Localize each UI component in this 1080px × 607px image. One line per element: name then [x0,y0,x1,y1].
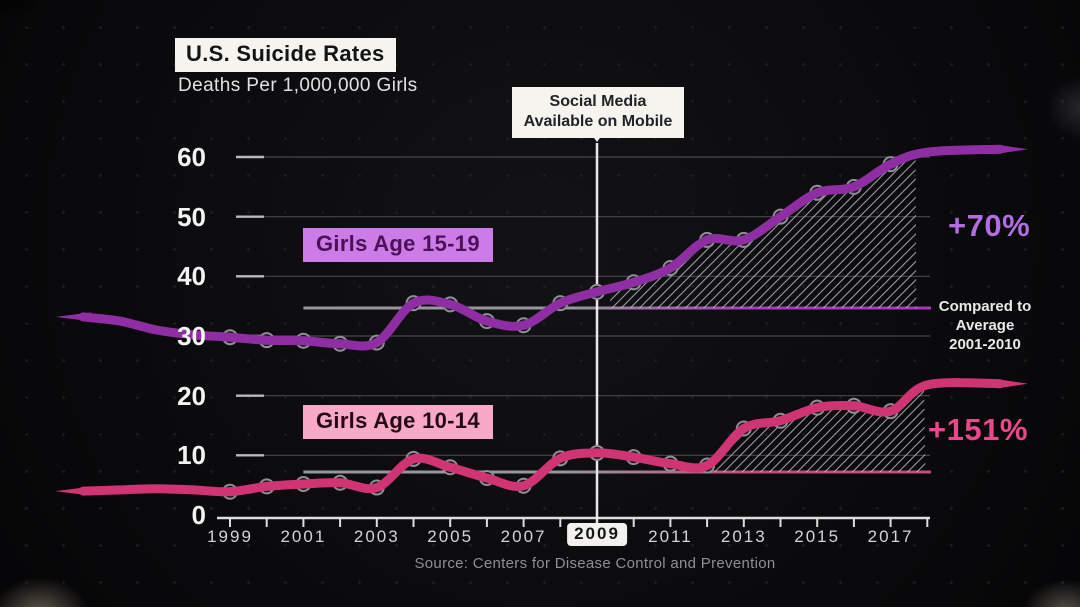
x-axis-label-2015: 2015 [794,527,841,546]
y-axis-label-10: 10 [177,440,206,471]
x-axis-label-2013: 2013 [720,527,767,546]
line-left-taper [55,486,92,496]
pct-change-10-14: +151% [928,412,1028,447]
y-axis-label-60: 60 [177,141,206,172]
line-left-taper [55,312,92,322]
annotation-line-2: Available on Mobile [523,113,673,130]
annotation-line-1: Social Media [549,93,647,110]
x-axis-label-2007: 2007 [500,527,547,546]
line-right-arrow-tip [998,379,1028,389]
x-axis-label-2009-highlighted: 2009 [567,523,627,546]
x-axis-label-2011: 2011 [648,527,693,546]
source-credit: Source: Centers for Disease Control and … [414,555,776,572]
comparison-note: Compared to Average 2001-2010 [918,297,1052,355]
x-axis-label-2017: 2017 [867,527,914,546]
pct-change-15-19: +70% [948,208,1031,243]
y-axis-label-40: 40 [177,261,206,292]
y-axis-label-20: 20 [177,380,206,411]
y-axis-label-0: 0 [191,500,206,530]
comparison-note-line-3: 2001-2010 [949,336,1021,354]
x-axis-label-2005: 2005 [427,527,474,546]
x-axis-label-2001: 2001 [280,527,327,546]
comparison-note-line-1: Compared to [938,298,1032,315]
series-label-girls-10-14: Girls Age 10-14 [303,405,493,439]
y-axis-label-30: 30 [177,320,206,351]
x-axis-label-1999: 1999 [207,527,253,546]
comparison-note-line-2: Average [955,317,1015,335]
x-axis-label-2003: 2003 [353,527,400,546]
page-title: U.S. Suicide Rates [175,38,396,72]
y-axis-label-50: 50 [177,201,206,232]
title-text: U.S. Suicide Rates [186,41,385,66]
chart-subtitle: Deaths Per 1,000,000 Girls [178,75,418,96]
line-right-arrow-tip [998,144,1028,154]
annotation-pointer-triangle [589,131,605,142]
series-label-girls-15-19: Girls Age 15-19 [303,228,493,262]
